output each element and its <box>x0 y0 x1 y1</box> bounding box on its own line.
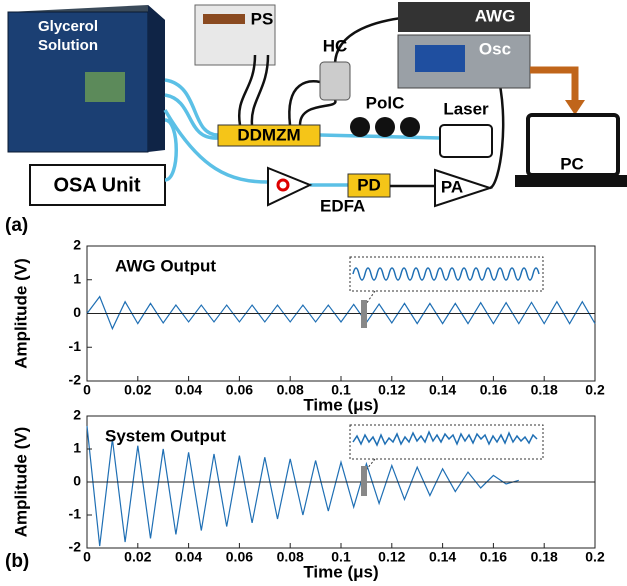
label: Laser <box>443 99 489 118</box>
y-tick-label: 2 <box>73 407 81 423</box>
label: PolC <box>366 93 405 112</box>
x-tick-label: 0.16 <box>480 382 507 398</box>
label: Osc <box>479 39 511 58</box>
wire <box>289 81 320 125</box>
y-tick-label: 0 <box>73 473 81 489</box>
x-tick-label: 0.08 <box>277 382 304 398</box>
label: Glycerol <box>38 18 98 35</box>
y-axis-label: Amplitude (V) <box>11 427 30 538</box>
inset-box <box>350 257 543 291</box>
polc-loop <box>400 117 420 137</box>
x-tick-label: 0.14 <box>429 382 456 398</box>
x-tick-label: 0.12 <box>378 549 405 565</box>
label: AWG <box>475 6 516 25</box>
polc-loop <box>375 117 395 137</box>
pc-base <box>515 175 627 187</box>
arrow-head <box>565 100 585 115</box>
y-tick-label: 2 <box>73 237 81 253</box>
x-axis-label: Time (μs) <box>303 562 378 581</box>
y-tick-label: 0 <box>73 304 81 320</box>
osc-screen <box>415 45 465 72</box>
laser-box <box>440 125 492 157</box>
x-tick-label: 0 <box>83 549 91 565</box>
y-tick-label: -2 <box>69 372 82 388</box>
x-tick-label: 0.02 <box>124 549 151 565</box>
panel-label: (a) <box>5 215 28 236</box>
x-tick-label: 0.04 <box>175 382 202 398</box>
label: PC <box>560 154 584 173</box>
y-tick-label: 1 <box>73 440 81 456</box>
marker <box>361 466 367 496</box>
chart-title: AWG Output <box>115 256 216 275</box>
label: DDMZM <box>237 125 300 144</box>
label: EDFA <box>320 196 365 215</box>
fiber <box>165 120 176 180</box>
x-tick-label: 0.04 <box>175 549 202 565</box>
y-tick-label: -1 <box>69 506 82 522</box>
y-tick-label: 1 <box>73 270 81 286</box>
x-tick-label: 0.12 <box>378 382 405 398</box>
x-tick-label: 0.18 <box>531 382 558 398</box>
label: PD <box>357 175 381 194</box>
figure: Glycerol Solution OSA Unit PS HC AWG Osc… <box>0 0 627 586</box>
arrow <box>530 70 575 105</box>
x-tick-label: 0.14 <box>429 549 456 565</box>
marker <box>361 300 367 328</box>
x-tick-label: 0.02 <box>124 382 151 398</box>
sensor <box>85 72 125 102</box>
ps-display <box>203 14 245 24</box>
label: OSA Unit <box>53 174 140 196</box>
chart-title: System Output <box>105 426 226 445</box>
x-tick-label: 0.06 <box>226 549 253 565</box>
label: PS <box>251 9 274 28</box>
x-axis-label: Time (μs) <box>303 395 378 414</box>
x-tick-label: 0.06 <box>226 382 253 398</box>
x-tick-label: 0.18 <box>531 549 558 565</box>
label: Solution <box>38 37 98 54</box>
y-axis-label: Amplitude (V) <box>11 258 30 369</box>
wire <box>300 100 335 125</box>
x-tick-label: 0.2 <box>585 549 605 565</box>
panel-label: (b) <box>5 551 29 572</box>
x-tick-label: 0 <box>83 382 91 398</box>
hc-device <box>320 62 350 100</box>
tank-side <box>148 5 165 152</box>
x-tick-label: 0.08 <box>277 549 304 565</box>
y-tick-label: -1 <box>69 338 82 354</box>
y-tick-label: -2 <box>69 539 82 555</box>
x-tick-label: 0.2 <box>585 382 605 398</box>
label: HC <box>323 36 348 55</box>
label: PA <box>441 177 463 196</box>
x-tick-label: 0.16 <box>480 549 507 565</box>
polc-loop <box>350 117 370 137</box>
